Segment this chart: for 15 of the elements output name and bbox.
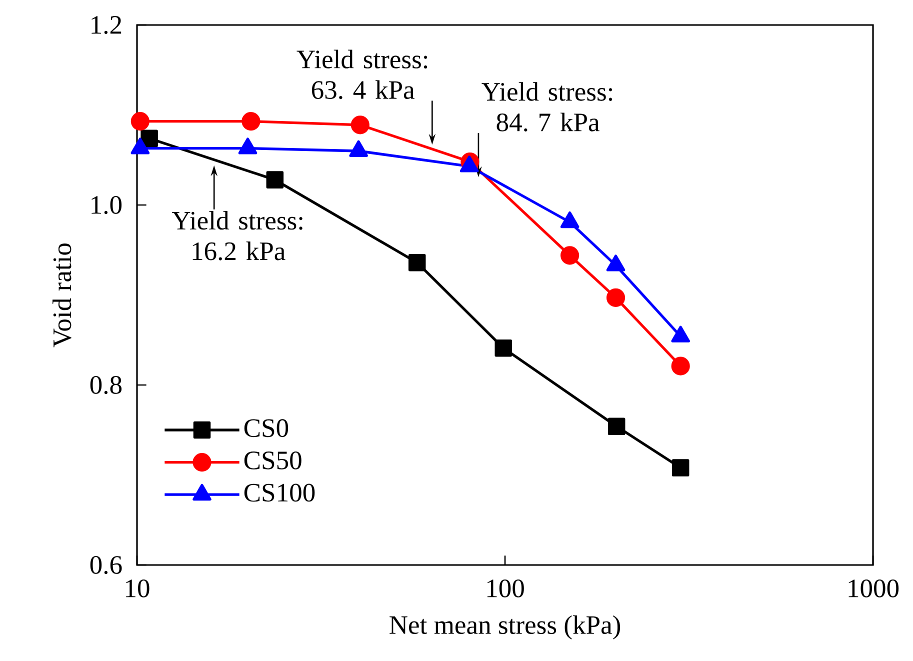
y-tick-label: 1.0	[92, 196, 122, 214]
annotation: Yield stress: 63. 4 kPa	[296, 50, 428, 100]
y-axis-title: Void ratio	[52, 243, 72, 348]
x-tick-label: 10	[126, 579, 150, 598]
legend-label: CS100	[244, 484, 315, 502]
annotation: Yield stress: 84. 7 kPa	[482, 82, 612, 132]
x-tick-label: 1000	[848, 579, 899, 598]
y-tick-label: 1.2	[92, 16, 122, 34]
y-tick-label: 0.8	[90, 376, 122, 394]
annotation: Yield stress: 16.2 kPa	[172, 210, 302, 260]
y-tick-label: 0.6	[90, 556, 122, 574]
x-tick-label: 100	[487, 579, 524, 598]
legend-label: CS50	[244, 451, 302, 470]
legend-label: CS0	[244, 419, 288, 438]
x-axis-title: Net mean stress (kPa)	[390, 615, 620, 640]
